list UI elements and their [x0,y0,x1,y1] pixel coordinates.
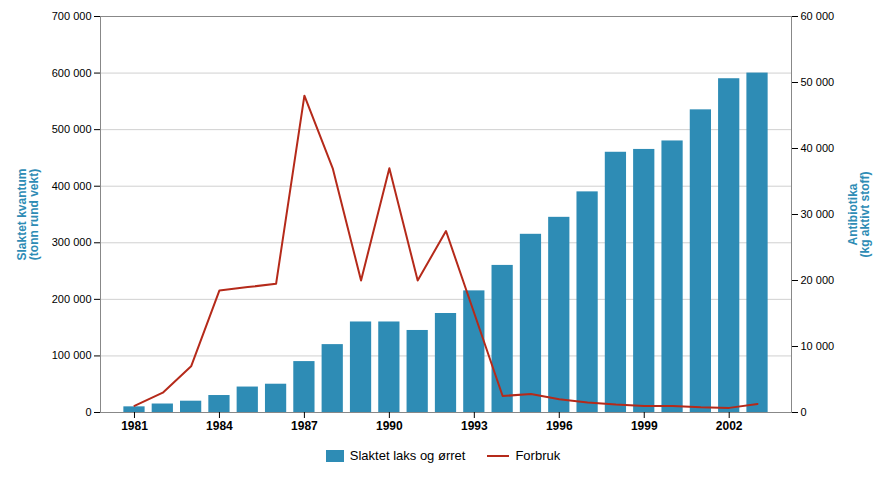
svg-text:300 000: 300 000 [52,236,92,248]
svg-text:200 000: 200 000 [52,293,92,305]
svg-text:600 000: 600 000 [52,67,92,79]
svg-text:2002: 2002 [716,419,743,433]
svg-text:0: 0 [85,406,91,418]
svg-text:Slaktet kvantum(tonn rund vekt: Slaktet kvantum(tonn rund vekt) [15,168,41,260]
svg-text:60 000: 60 000 [801,10,835,22]
svg-text:1999: 1999 [631,419,658,433]
svg-text:1981: 1981 [121,419,148,433]
svg-text:400 000: 400 000 [52,180,92,192]
svg-text:1990: 1990 [376,419,403,433]
svg-text:500 000: 500 000 [52,123,92,135]
svg-text:1984: 1984 [206,419,233,433]
svg-text:50 000: 50 000 [801,76,835,88]
svg-text:1996: 1996 [546,419,573,433]
svg-text:30 000: 30 000 [801,208,835,220]
svg-text:20 000: 20 000 [801,274,835,286]
svg-text:0: 0 [801,406,807,418]
html-text:Forbruk: Forbruk [515,448,561,463]
svg-text:1987: 1987 [291,419,318,433]
svg-text:1993: 1993 [461,419,488,433]
svg-text:700 000: 700 000 [52,10,92,22]
svg-text:40 000: 40 000 [801,142,835,154]
svg-text:100 000: 100 000 [52,349,92,361]
html-text:Slaktet laks og ørret: Slaktet laks og ørret [349,448,466,463]
svg-text:10 000: 10 000 [801,340,835,352]
svg-text:Antibiotika(kg aktivt stoff): Antibiotika(kg aktivt stoff) [846,171,872,257]
